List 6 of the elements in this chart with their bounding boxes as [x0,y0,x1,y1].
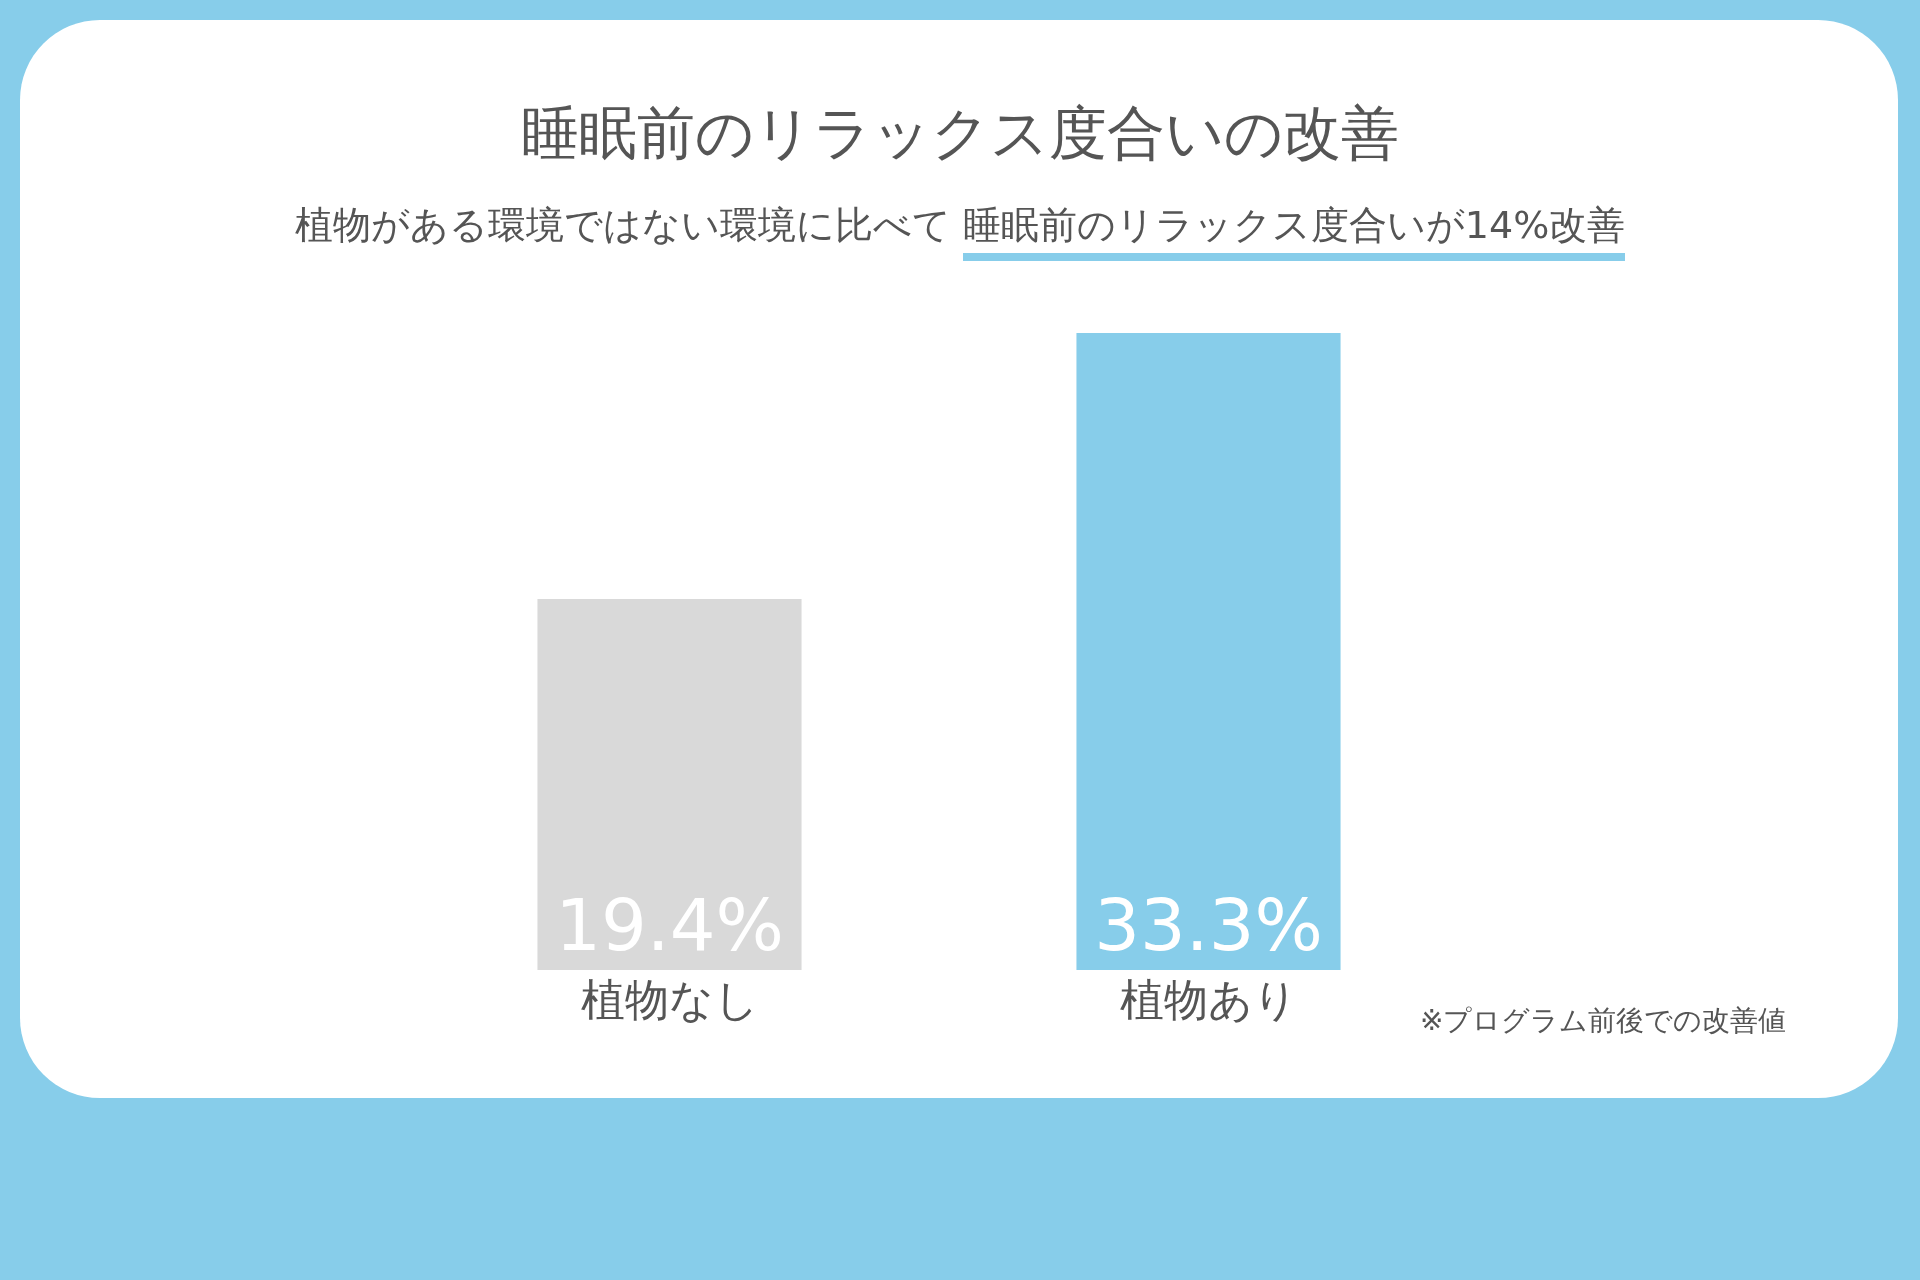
chart-title: 睡眠前のリラックス度合いの改善 [520,98,1400,169]
text: ※プログラム前後での改善値 [1420,1003,1787,1039]
data-label: 33.3% [1094,883,1323,967]
x-tick-label: 植物なし [580,974,759,1025]
x-tick-label: 植物あり [1119,974,1298,1025]
chart-subtitle: 植物がある環境ではない環境に比べて 睡眠前のリラックス度合いが14%改善 [293,202,1627,249]
